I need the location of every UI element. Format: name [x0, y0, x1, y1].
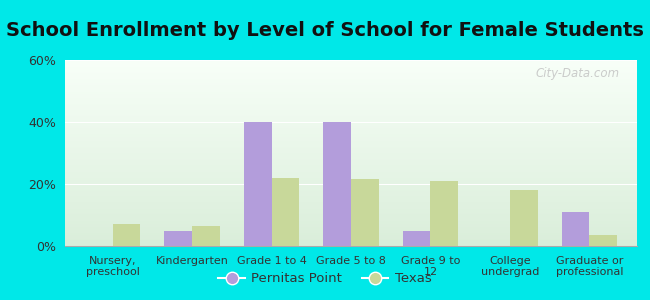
Bar	[402, 230, 430, 246]
Bar	[510, 190, 538, 246]
Bar	[323, 122, 351, 246]
Bar	[164, 230, 192, 246]
Text: School Enrollment by Level of School for Female Students: School Enrollment by Level of School for…	[6, 21, 644, 40]
Legend: Pernitas Point, Texas: Pernitas Point, Texas	[213, 267, 437, 290]
Text: City-Data.com: City-Data.com	[536, 68, 620, 80]
Bar	[562, 212, 590, 246]
Bar	[244, 122, 272, 246]
Bar	[351, 179, 379, 246]
Bar	[272, 178, 300, 246]
Bar	[112, 224, 140, 246]
Bar	[430, 181, 458, 246]
Bar	[192, 226, 220, 246]
Bar	[590, 235, 617, 246]
